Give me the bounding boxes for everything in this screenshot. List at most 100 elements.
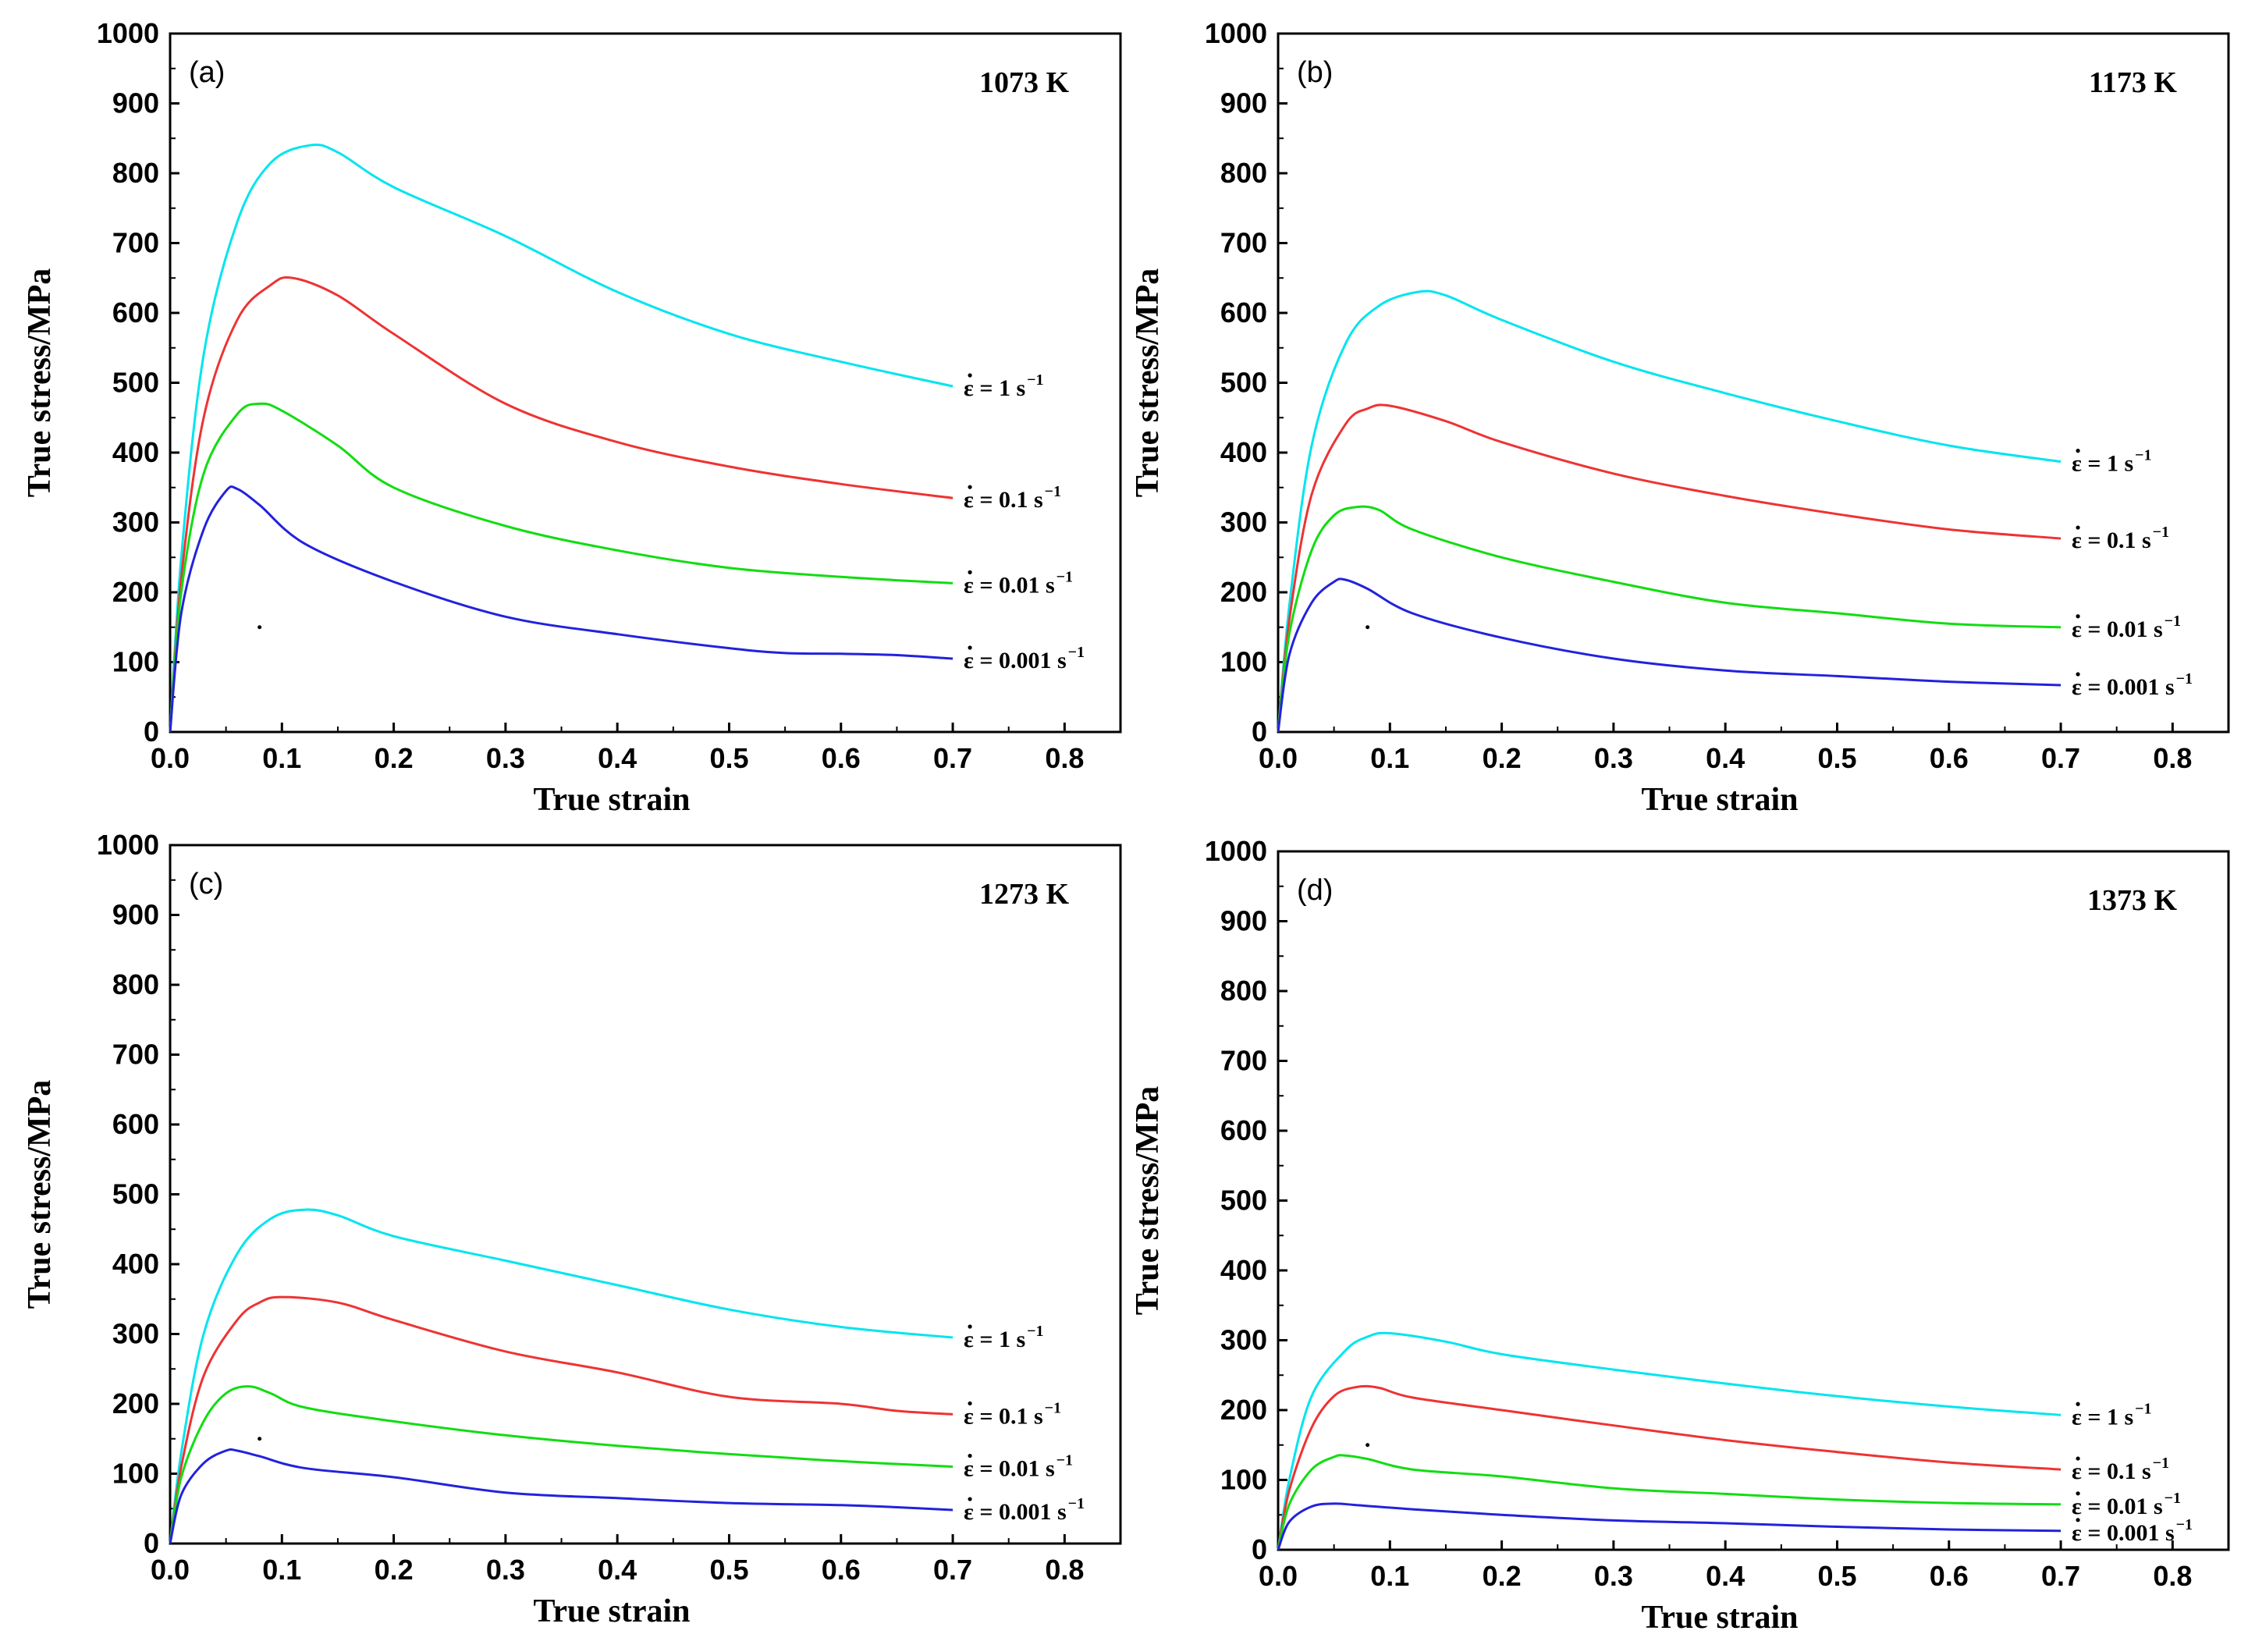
x-tick-label: 0.8 xyxy=(1045,1554,1084,1586)
series-line-0.1 xyxy=(169,275,954,733)
epsilon-dot xyxy=(2076,1456,2080,1461)
y-tick-label: 500 xyxy=(1220,367,1267,399)
temperature-label: 1373 K xyxy=(2087,884,2178,917)
rate-text: ε = 0.01 s xyxy=(964,1456,1055,1482)
x-axis-title: True strain xyxy=(1641,1600,1798,1636)
rate-text: ε = 0.1 s xyxy=(964,1403,1043,1429)
y-tick-label: 400 xyxy=(1220,436,1267,468)
y-tick-label: 700 xyxy=(1220,1045,1267,1077)
x-tick-label: 0.7 xyxy=(933,1554,972,1586)
series-line-0.001 xyxy=(169,1448,954,1544)
series-label-0.001: ε = 0.001 s −1 xyxy=(2072,1516,2193,1546)
chart-d: 0 100 200 300 400 500 600 700 800 900 1000 0.0 0.1 0.… xyxy=(1130,835,2230,1636)
x-tick-label: 0.6 xyxy=(822,1554,861,1586)
rate-superscript: −1 xyxy=(2165,1490,2181,1507)
y-tick-label: 1000 xyxy=(1205,835,1267,867)
epsilon-dot xyxy=(968,645,972,650)
rate-text: ε = 0.1 s xyxy=(2072,1458,2151,1484)
series-line-0.01 xyxy=(1277,505,2062,733)
x-tick-label: 0.5 xyxy=(1817,742,1856,774)
x-tick-label: 0.1 xyxy=(1370,1560,1409,1592)
x-tick-label: 0.4 xyxy=(1706,1560,1745,1592)
y-tick-label: 1000 xyxy=(97,829,159,861)
series-label-0.01: ε = 0.01 s −1 xyxy=(2072,613,2181,642)
y-tick-label: 300 xyxy=(1220,506,1267,538)
y-tick-label: 300 xyxy=(1220,1324,1267,1356)
panel-label: (b) xyxy=(1297,56,1333,89)
y-tick-label: 800 xyxy=(1220,157,1267,189)
epsilon-dot xyxy=(2076,614,2080,619)
rate-superscript: −1 xyxy=(2135,1400,2151,1417)
y-tick-label: 1000 xyxy=(97,17,159,49)
chart-c: 0 100 200 300 400 500 600 700 800 900 1000 0.0 0.1 0.… xyxy=(22,829,1122,1629)
rate-text: ε = 0.1 s xyxy=(2072,528,2151,553)
series-label-0.1: ε = 0.1 s −1 xyxy=(2072,524,2169,553)
y-tick-label: 200 xyxy=(112,576,159,608)
y-tick-label: 300 xyxy=(112,1318,159,1350)
marker-dot xyxy=(257,1437,262,1441)
rate-text: ε = 0.001 s xyxy=(964,648,1067,673)
x-tick-label: 0.3 xyxy=(1594,742,1633,774)
x-tick-label: 0.6 xyxy=(822,742,861,774)
x-tick-label: 0.2 xyxy=(375,742,414,774)
y-tick-label: 900 xyxy=(1220,905,1267,937)
series-label-0.001: ε = 0.001 s −1 xyxy=(964,1495,1085,1525)
rate-superscript: −1 xyxy=(1068,644,1085,661)
rate-text: ε = 0.001 s xyxy=(2072,1520,2175,1546)
series-line-0.1 xyxy=(1277,1384,2062,1551)
panel-label: (c) xyxy=(189,868,223,901)
epsilon-dot xyxy=(2076,525,2080,530)
panel-a: 0 100 200 300 400 500 600 700 800 900 1000 0.0 0.1 0.… xyxy=(0,0,1124,826)
series-line-1 xyxy=(169,143,954,733)
x-tick-label: 0.7 xyxy=(2041,742,2080,774)
y-tick-label: 900 xyxy=(1220,87,1267,119)
y-tick-label: 100 xyxy=(112,646,159,678)
x-tick-label: 0.8 xyxy=(2153,742,2192,774)
rate-text: ε = 0.001 s xyxy=(2072,674,2175,700)
series-label-0.1: ε = 0.1 s −1 xyxy=(2072,1455,2169,1484)
x-tick-label: 0.1 xyxy=(1370,742,1409,774)
x-tick-label: 0.0 xyxy=(151,1554,190,1586)
x-tick-label: 0.8 xyxy=(2153,1560,2192,1592)
marker-dot xyxy=(1365,625,1370,630)
x-axis-title: True strain xyxy=(533,1593,690,1629)
epsilon-dot xyxy=(968,373,972,378)
x-tick-label: 0.2 xyxy=(375,1554,414,1586)
series-label-1: ε = 1 s −1 xyxy=(964,1323,1044,1352)
y-tick-label: 600 xyxy=(1220,1114,1267,1146)
rate-superscript: −1 xyxy=(1027,1323,1043,1340)
rate-superscript: −1 xyxy=(2135,447,2151,464)
y-tick-label: 600 xyxy=(1220,297,1267,329)
rate-superscript: −1 xyxy=(1068,1495,1085,1512)
x-tick-label: 0.3 xyxy=(1594,1560,1633,1592)
series-line-0.001 xyxy=(169,485,954,733)
x-axis-title: True strain xyxy=(1641,782,1798,818)
y-axis-title: True stress/MPa xyxy=(22,1080,58,1309)
x-axis-title: True strain xyxy=(533,782,690,818)
rate-text: ε = 0.001 s xyxy=(964,1499,1067,1525)
y-tick-label: 100 xyxy=(1220,1464,1267,1496)
y-tick-label: 700 xyxy=(1220,227,1267,259)
rate-superscript: −1 xyxy=(1057,568,1073,585)
panel-label: (d) xyxy=(1297,874,1333,907)
y-tick-label: 600 xyxy=(112,1108,159,1140)
series-label-1: ε = 1 s −1 xyxy=(2072,1400,2152,1430)
x-tick-label: 0.4 xyxy=(1706,742,1745,774)
y-tick-label: 900 xyxy=(112,87,159,119)
x-tick-label: 0.6 xyxy=(1930,742,1969,774)
x-tick-label: 0.7 xyxy=(933,742,972,774)
series-label-0.001: ε = 0.001 s −1 xyxy=(2072,670,2193,700)
series-label-0.01: ε = 0.01 s −1 xyxy=(964,1452,1073,1482)
y-tick-label: 700 xyxy=(112,1039,159,1071)
series-label-1: ε = 1 s −1 xyxy=(964,371,1044,401)
series-label-0.01: ε = 0.01 s −1 xyxy=(964,568,1073,598)
y-tick-label: 400 xyxy=(112,1248,159,1280)
epsilon-dot xyxy=(968,1497,972,1501)
epsilon-dot xyxy=(968,1453,972,1458)
rate-text: ε = 0.01 s xyxy=(2072,1494,2163,1519)
y-tick-label: 400 xyxy=(112,436,159,468)
rate-text: ε = 1 s xyxy=(2072,1404,2133,1430)
rate-superscript: −1 xyxy=(1045,1399,1061,1416)
temperature-label: 1273 K xyxy=(979,878,1070,911)
